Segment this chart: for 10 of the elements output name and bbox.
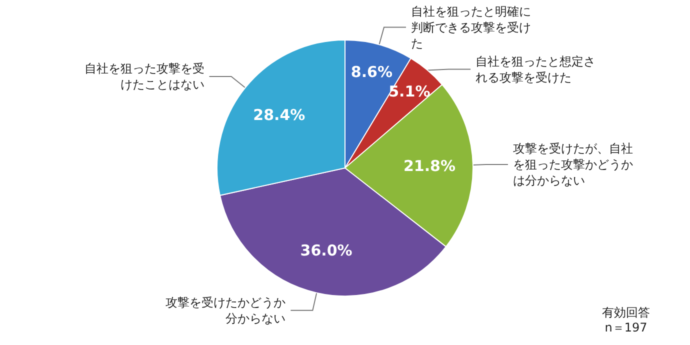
data-label: 21.8% [403, 157, 456, 176]
text: 有効回答 n＝197 [602, 306, 650, 334]
slice-label: 自社を狙ったと想定される攻撃を受けた [476, 54, 596, 84]
data-label: 8.6% [350, 62, 392, 81]
slice-label: 自社を狙った攻撃を受けたことはない [84, 61, 204, 92]
data-label: 36.0% [300, 241, 352, 260]
slice-label: 攻撃を受けたかどうか分からない [166, 295, 286, 326]
slice-label: 攻撃を受けたが、自社を狙った攻撃かどうかは分からない [512, 142, 633, 188]
data-label: 28.4% [253, 106, 306, 124]
slice-label: 自社を狙ったと明確に判断できる攻撃を受けた [411, 4, 532, 50]
